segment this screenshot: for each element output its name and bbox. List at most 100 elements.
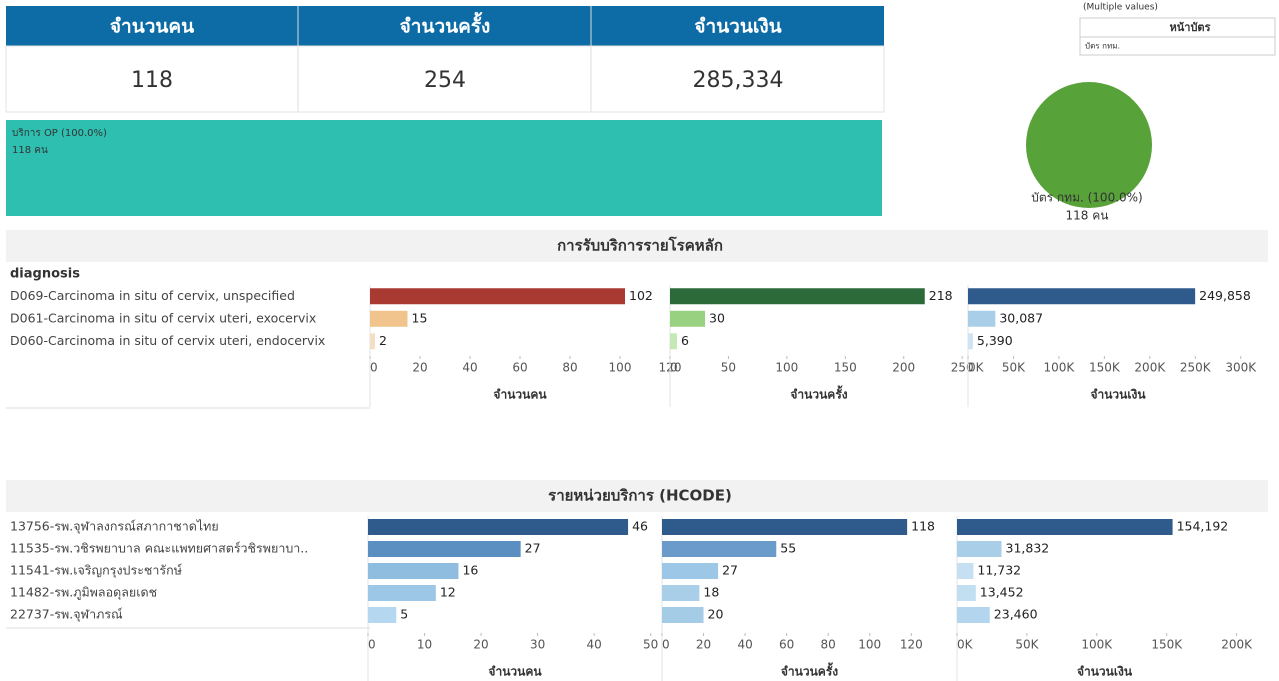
value-label: 31,832 <box>1006 541 1050 556</box>
bar <box>957 519 1173 535</box>
value-label: 15 <box>412 310 428 325</box>
x-tick-label: 150K <box>1151 638 1183 652</box>
category-label: 11482-รพ.ภูมิพลอดุลยเดช <box>10 585 157 601</box>
pie-label: บัตร กทม. (100.0%) <box>1031 191 1143 205</box>
value-label: 249,858 <box>1199 288 1251 303</box>
bar <box>368 519 629 535</box>
x-tick-label: 50 <box>721 361 736 375</box>
kpi-value: 285,334 <box>693 68 784 93</box>
bar <box>368 541 521 557</box>
section-title: การรับบริการรายโรคหลัก <box>557 236 723 255</box>
bar <box>368 585 436 601</box>
axis-label: จำนวนคน <box>488 665 542 679</box>
x-tick-label: 20 <box>696 638 711 652</box>
category-label: 11535-รพ.วชิรพยาบาล คณะแพทยศาสตร์วชิรพยา… <box>10 541 308 556</box>
bar <box>670 288 925 305</box>
x-tick-label: 100 <box>775 361 798 375</box>
bar <box>957 563 974 579</box>
category-label: D060-Carcinoma in situ of cervix uteri, … <box>10 333 325 348</box>
category-label: 11541-รพ.เจริญกรุงประชารักษ์ <box>10 563 182 579</box>
x-tick-label: 200K <box>1134 361 1166 375</box>
section-band <box>6 480 1268 512</box>
pie-slice[interactable] <box>1026 82 1152 208</box>
treemap-cell[interactable] <box>6 120 882 216</box>
value-label: 18 <box>703 585 719 600</box>
bar <box>662 585 700 601</box>
x-tick-label: 60 <box>779 638 794 652</box>
kpi-header <box>6 6 884 46</box>
axis-label: จำนวนครั้ง <box>790 385 847 402</box>
bar <box>368 563 459 579</box>
category-label: 22737-รพ.จุฬาภรณ์ <box>10 607 123 623</box>
value-label: 30 <box>709 310 725 325</box>
bar <box>662 607 704 623</box>
section-band <box>6 230 1268 262</box>
axis-label: จำนวนเงิน <box>1090 388 1146 402</box>
value-label: 12 <box>440 585 456 600</box>
value-label: 154,192 <box>1177 519 1229 534</box>
filter-selection: (Multiple values) <box>1083 3 1158 13</box>
x-tick-label: 40 <box>587 638 602 652</box>
x-tick-label: 10 <box>417 638 432 652</box>
x-tick-label: 250K <box>1180 361 1212 375</box>
x-tick-label: 80 <box>562 361 577 375</box>
bar <box>968 288 1196 305</box>
x-tick-label: 40 <box>462 361 477 375</box>
treemap-label: บริการ OP (100.0%) <box>12 128 107 139</box>
value-label: 30,087 <box>999 310 1043 325</box>
x-tick-label: 30 <box>530 638 545 652</box>
x-tick-label: 100 <box>858 638 881 652</box>
row-header: diagnosis <box>10 267 80 282</box>
value-label: 13,452 <box>980 585 1024 600</box>
filter-item[interactable] <box>1079 36 1276 56</box>
x-tick-label: 100K <box>1081 638 1113 652</box>
value-label: 27 <box>722 563 738 578</box>
value-label: 23,460 <box>994 607 1038 622</box>
kpi-label: จำนวนคน <box>110 16 194 38</box>
value-label: 118 <box>911 519 935 534</box>
axis-label: จำนวนเงิน <box>1077 665 1133 679</box>
x-tick-label: 150K <box>1089 361 1121 375</box>
value-label: 5,390 <box>977 333 1013 348</box>
x-tick-label: 200K <box>1221 638 1253 652</box>
bar <box>957 607 990 623</box>
treemap-sublabel: 118 คน <box>12 145 48 156</box>
value-label: 20 <box>708 607 724 622</box>
x-tick-label: 120 <box>900 638 923 652</box>
x-tick-label: 50 <box>643 638 658 652</box>
value-label: 102 <box>629 288 653 303</box>
kpi-value: 254 <box>424 68 466 93</box>
x-tick-label: 0K <box>957 638 974 652</box>
category-label: D069-Carcinoma in situ of cervix, unspec… <box>10 288 295 303</box>
category-label: 13756-รพ.จุฬาลงกรณ์สภากาชาดไทย <box>10 519 219 535</box>
bar <box>370 310 408 327</box>
bar <box>662 541 777 557</box>
bar <box>370 333 375 350</box>
value-label: 2 <box>379 333 387 348</box>
x-tick-label: 0 <box>670 361 678 375</box>
x-tick-label: 20 <box>412 361 427 375</box>
kpi-label: จำนวนครั้ง <box>400 12 491 38</box>
value-label: 16 <box>462 563 478 578</box>
axis-label: จำนวนครั้ง <box>781 662 838 679</box>
x-tick-label: 300K <box>1225 361 1257 375</box>
value-label: 11,732 <box>977 563 1021 578</box>
bar <box>370 288 625 305</box>
x-tick-label: 40 <box>737 638 752 652</box>
axis-label: จำนวนคน <box>493 388 547 402</box>
x-tick-label: 50K <box>1015 638 1039 652</box>
x-tick-label: 0K <box>968 361 985 375</box>
category-label: D061-Carcinoma in situ of cervix uteri, … <box>10 310 316 325</box>
x-tick-label: 20 <box>473 638 488 652</box>
value-label: 55 <box>780 541 796 556</box>
x-tick-label: 100 <box>609 361 632 375</box>
value-label: 46 <box>632 519 648 534</box>
kpi-body <box>5 45 885 113</box>
value-label: 5 <box>400 607 408 622</box>
bar <box>662 519 908 535</box>
filter-item-label: บัตร กทม. <box>1085 42 1120 51</box>
bar <box>957 585 976 601</box>
value-label: 218 <box>929 288 953 303</box>
